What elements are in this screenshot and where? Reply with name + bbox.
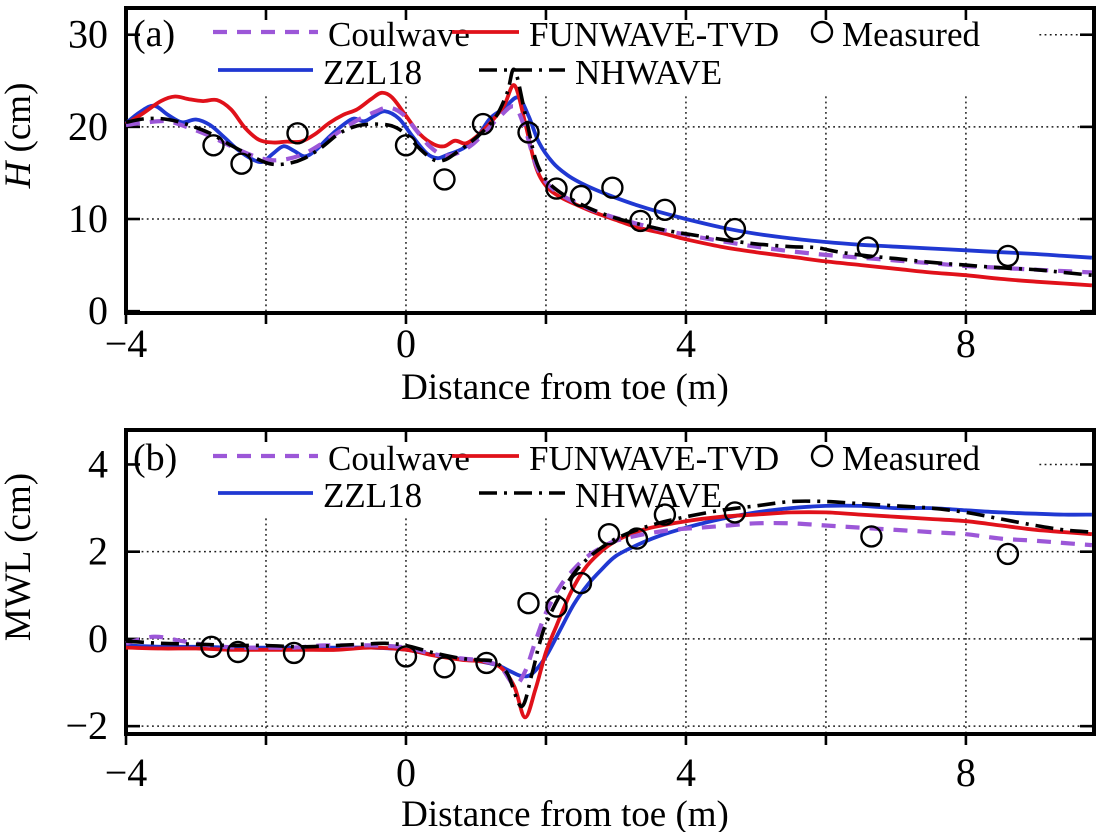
- x-tick-label: 0: [396, 750, 416, 795]
- y-tick-label: 2: [88, 529, 108, 574]
- measured-point: [545, 595, 568, 618]
- y-tick-label: 30: [68, 12, 108, 57]
- measured-point: [545, 177, 568, 200]
- panel-b-y-axis-title: MWL (cm): [0, 473, 39, 641]
- x-tick-label: 0: [396, 321, 416, 366]
- y-tick-label: 0: [88, 288, 108, 333]
- measured-point: [723, 217, 747, 241]
- x-tick-label: 4: [676, 321, 696, 366]
- panel-b-legend: (b) Coulwave FUNWAVE-TVD Measured ZZL18 NHWAV…: [133, 437, 981, 515]
- legend-label-measured: Measured: [842, 439, 981, 478]
- measured-point: [286, 122, 309, 145]
- panel-a-label: (a): [133, 13, 175, 55]
- panel-a-plot-border: [124, 6, 1096, 315]
- measured-point: [860, 525, 883, 548]
- panel-b: (b) Coulwave FUNWAVE-TVD Measured ZZL18 NHWAV…: [0, 428, 1096, 832]
- measured-point: [723, 501, 747, 524]
- panel-b-measured-points: [200, 501, 1020, 679]
- legend-label-funwave: FUNWAVE-TVD: [529, 15, 779, 54]
- legend-label-nhwave: NHWAVE: [575, 476, 722, 515]
- panel-b-series-nhwave: [125, 499, 1093, 709]
- measured-point: [433, 168, 456, 191]
- panel-a-series-coulwave: [125, 104, 1093, 275]
- panel-a-measured-points: [202, 112, 1020, 268]
- x-tick-label: −4: [105, 321, 148, 366]
- legend-label-measured: Measured: [842, 15, 981, 54]
- y-tick-label: 10: [68, 196, 108, 241]
- panel-b-label: (b): [133, 437, 177, 479]
- legend-label-coulwave: Coulwave: [328, 15, 470, 54]
- y-tick-label: 4: [88, 441, 108, 486]
- measured-point: [475, 651, 498, 675]
- y-tick-label: 0: [88, 616, 108, 661]
- measured-point: [856, 236, 880, 259]
- measured-point: [653, 198, 677, 222]
- panel-a-legend-background: [128, 10, 1008, 94]
- x-tick-label: −4: [105, 750, 148, 795]
- panel-b-series-funwave: [125, 510, 1093, 720]
- measured-point: [202, 134, 225, 157]
- x-tick-label: 4: [676, 750, 696, 795]
- panel-b-y-tick-labels: −2 0 2 4: [65, 441, 108, 748]
- y-tick-label: −2: [65, 703, 108, 748]
- measured-point: [226, 640, 250, 664]
- legend-label-nhwave: NHWAVE: [575, 53, 722, 92]
- measured-point: [996, 542, 1020, 566]
- legend-label-funwave: FUNWAVE-TVD: [529, 439, 779, 478]
- panel-a: (a) Coulwave FUNWAVE-TVD Measured ZZL18 NHWAV…: [0, 6, 1096, 408]
- x-tick-label: 8: [956, 750, 976, 795]
- legend-label-coulwave: Coulwave: [328, 439, 470, 478]
- panel-a-y-axis-title: H (cm): [0, 83, 39, 190]
- legend-label-zzl18: ZZL18: [323, 53, 422, 92]
- measured-point: [569, 571, 593, 595]
- measured-point: [394, 134, 418, 157]
- measured-point: [629, 209, 652, 233]
- measured-point: [517, 592, 540, 615]
- panel-b-plot-border: [124, 428, 1096, 736]
- x-tick-label: 8: [956, 321, 976, 366]
- panel-a-ticks: [124, 8, 1094, 324]
- panel-b-gridlines: [126, 430, 1094, 734]
- panel-a-y-tick-labels: 0 10 20 30: [68, 12, 108, 333]
- panel-a-x-tick-labels: −4 0 4 8: [105, 321, 976, 366]
- measured-point: [200, 635, 223, 658]
- legend-marker-measured: [810, 20, 834, 44]
- measured-point: [653, 503, 677, 526]
- measured-point: [996, 244, 1020, 268]
- panel-a-series-nhwave: [125, 67, 1093, 277]
- measured-point: [569, 184, 593, 208]
- measured-point: [625, 527, 649, 550]
- panel-b-x-tick-labels: −4 0 4 8: [105, 750, 976, 795]
- measured-point: [394, 645, 418, 668]
- legend-label-zzl18: ZZL18: [323, 476, 422, 515]
- measured-point: [597, 523, 621, 546]
- measured-point: [230, 152, 253, 175]
- panel-a-x-axis-title: Distance from toe (m): [401, 367, 729, 408]
- measured-point: [282, 641, 306, 665]
- panel-a-legend: (a) Coulwave FUNWAVE-TVD Measured ZZL18 NHWAV…: [133, 13, 981, 92]
- measured-point: [471, 112, 495, 136]
- legend-marker-measured: [810, 444, 834, 468]
- measured-point: [433, 656, 456, 679]
- panel-a-series-funwave: [124, 83, 1093, 288]
- measured-point: [601, 176, 624, 199]
- panel-b-x-axis-title: Distance from toe (m): [401, 794, 729, 832]
- measured-point: [517, 121, 540, 144]
- y-tick-label: 20: [68, 104, 108, 149]
